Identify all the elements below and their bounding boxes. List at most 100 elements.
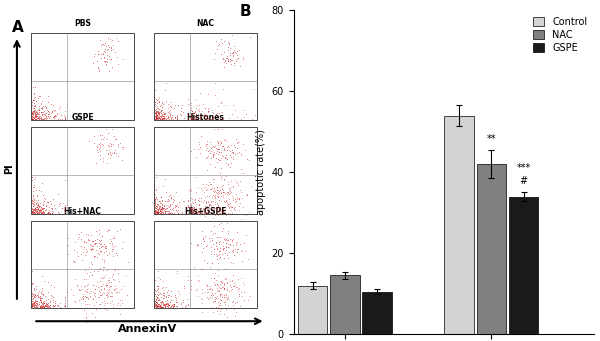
Point <box>80 289 90 294</box>
Point <box>104 53 113 58</box>
Point <box>81 288 91 294</box>
Point <box>203 206 212 212</box>
Point <box>230 108 239 113</box>
Point <box>161 301 170 307</box>
Point <box>154 94 163 100</box>
Point <box>155 302 164 308</box>
Point <box>70 239 80 244</box>
Point <box>32 204 41 210</box>
Point <box>93 285 103 290</box>
Point <box>214 302 224 308</box>
Point <box>213 260 223 266</box>
Point <box>29 114 38 120</box>
Point <box>157 205 167 210</box>
Point <box>90 286 100 292</box>
Point <box>34 293 43 299</box>
Point <box>158 116 168 121</box>
Point <box>201 142 211 147</box>
Point <box>37 208 46 214</box>
Point <box>157 110 166 116</box>
Point <box>105 36 115 41</box>
Point <box>33 294 43 300</box>
Point <box>232 194 242 199</box>
Point <box>100 306 109 311</box>
Point <box>59 112 69 118</box>
Point <box>39 112 49 117</box>
Point <box>216 198 226 204</box>
Point <box>153 301 163 307</box>
Point <box>34 93 44 99</box>
Point <box>158 115 167 121</box>
Point <box>109 46 118 52</box>
Point <box>28 97 38 103</box>
Point <box>101 47 110 52</box>
Point <box>157 207 167 213</box>
Point <box>216 190 226 195</box>
Point <box>102 292 112 298</box>
Point <box>212 187 221 193</box>
Point <box>37 114 46 119</box>
Point <box>220 190 230 196</box>
Point <box>227 150 237 155</box>
Point <box>166 195 176 201</box>
Point <box>27 304 37 309</box>
Point <box>163 301 173 307</box>
Point <box>28 115 38 120</box>
Point <box>206 199 215 205</box>
Point <box>230 196 239 202</box>
Point <box>213 191 223 197</box>
Point <box>196 206 206 211</box>
Point <box>38 304 48 309</box>
Point <box>192 207 202 213</box>
Point <box>27 115 37 121</box>
Point <box>38 301 47 306</box>
Point <box>223 203 233 209</box>
Point <box>231 50 241 56</box>
Point <box>81 294 91 300</box>
Point <box>232 57 242 62</box>
Point <box>103 60 112 65</box>
Point <box>31 299 40 305</box>
Point <box>97 56 106 61</box>
Point <box>38 300 48 305</box>
Point <box>38 192 47 198</box>
Point <box>224 40 234 45</box>
Point <box>186 116 196 121</box>
Point <box>33 115 43 120</box>
Point <box>38 116 48 121</box>
Point <box>152 296 162 301</box>
Point <box>188 209 198 215</box>
Point <box>204 286 214 292</box>
Point <box>104 147 114 152</box>
Point <box>157 113 167 119</box>
Point <box>88 243 98 249</box>
Point <box>40 103 49 108</box>
Point <box>202 147 211 152</box>
Point <box>234 203 244 208</box>
Point <box>237 247 247 253</box>
Text: Histones: Histones <box>187 113 224 122</box>
Point <box>218 190 228 195</box>
Point <box>233 289 242 294</box>
Point <box>151 203 161 209</box>
Point <box>206 149 216 154</box>
Point <box>31 204 41 210</box>
Point <box>212 210 221 215</box>
Point <box>32 116 41 121</box>
Point <box>194 107 203 113</box>
Point <box>169 302 179 308</box>
Point <box>31 202 41 207</box>
Point <box>230 307 239 312</box>
Point <box>154 105 163 110</box>
Point <box>203 154 212 160</box>
Point <box>212 138 222 144</box>
Point <box>224 206 234 211</box>
Point <box>37 109 46 115</box>
Point <box>193 114 203 119</box>
Point <box>194 198 204 204</box>
Point <box>42 210 52 216</box>
Point <box>183 101 193 107</box>
Point <box>41 301 50 307</box>
Point <box>171 190 181 195</box>
Point <box>223 296 232 301</box>
